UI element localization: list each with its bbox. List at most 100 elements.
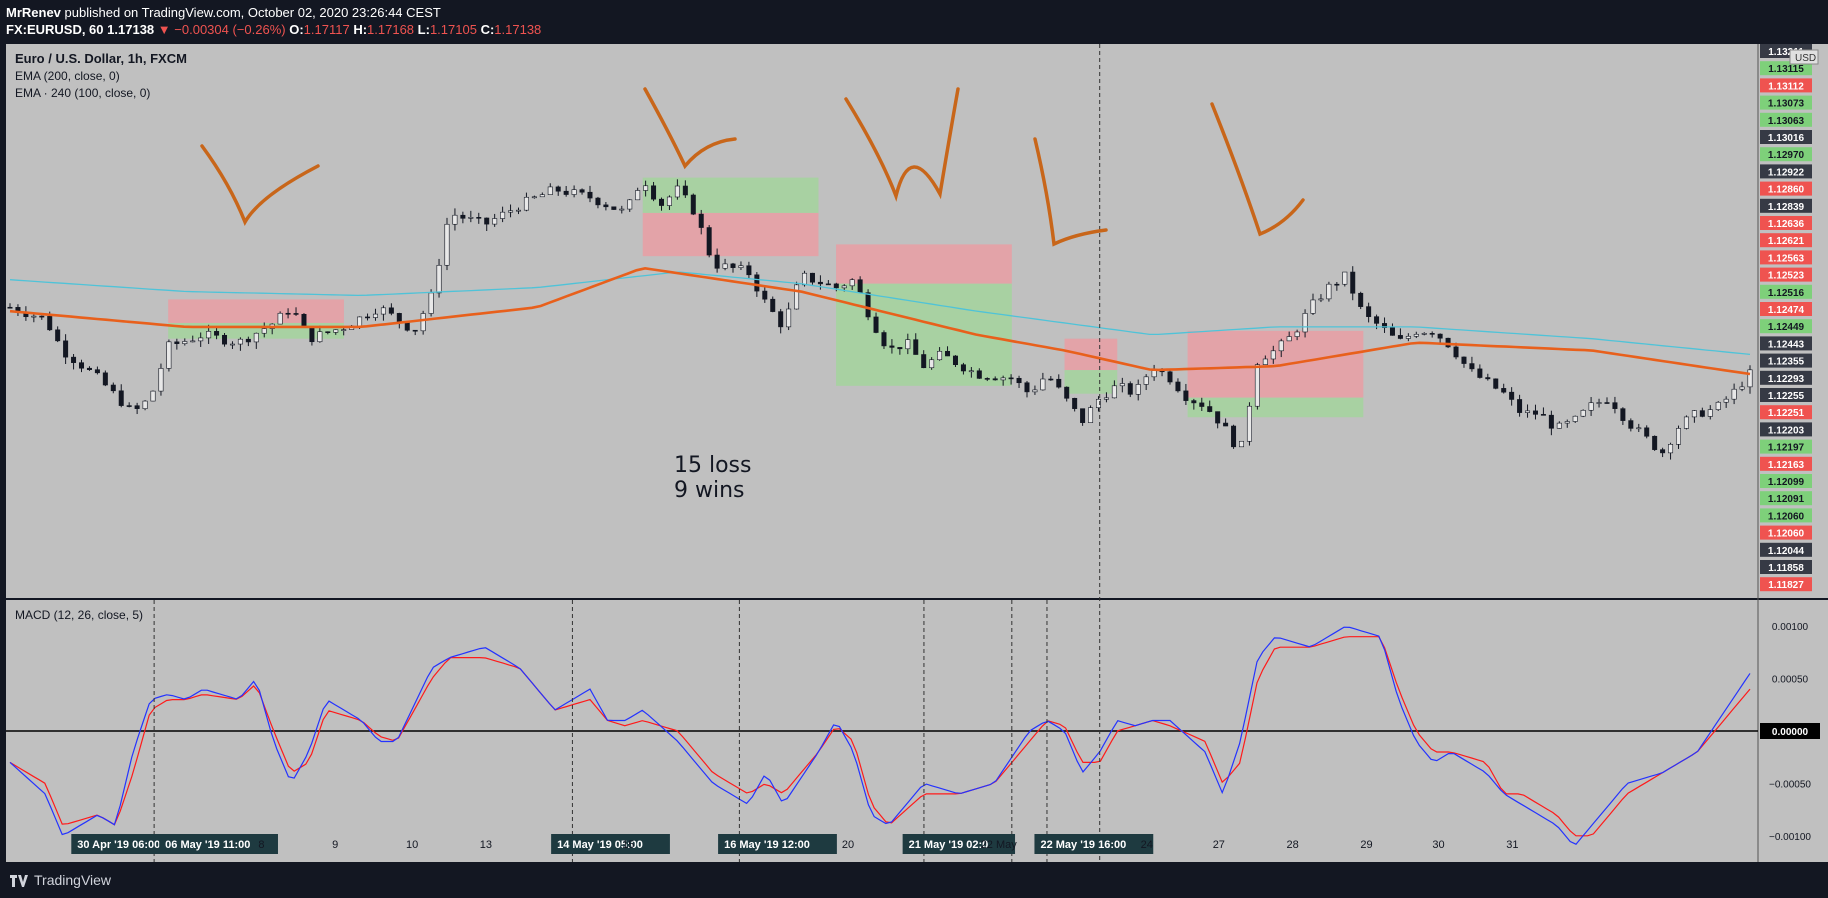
macd-axis-label: −0.00050 <box>1769 779 1811 790</box>
price-axis-badge <box>1760 302 1812 316</box>
candle-body <box>388 307 394 314</box>
quote-line: FX:EURUSD, 60 1.17138 ▼ −0.00304 (−0.26%… <box>6 22 541 37</box>
candle-body <box>158 368 164 392</box>
candle-body <box>531 196 537 199</box>
candle-body <box>1517 399 1523 413</box>
candle-body <box>1270 350 1276 360</box>
price-axis-label: 1.12060 <box>1768 529 1805 540</box>
candle-body <box>1167 371 1173 383</box>
price-axis-label: 1.13211 <box>1768 47 1804 58</box>
candle-body <box>317 331 323 343</box>
x-axis-label: 15 <box>622 839 634 851</box>
candle-body <box>1501 388 1507 393</box>
candle-body <box>690 194 696 215</box>
open-label: O: <box>289 22 304 37</box>
price-axis-badge <box>1760 388 1812 402</box>
candle-body <box>722 263 728 269</box>
candle-body <box>1239 440 1245 448</box>
x-axis-label: 14 May '19 05:00 <box>557 839 643 851</box>
x-axis-time-badge <box>1034 834 1154 854</box>
candle-body <box>1080 408 1086 423</box>
candle-body <box>1620 408 1626 421</box>
candle-body <box>1660 449 1666 454</box>
candle-body <box>476 217 482 219</box>
candle-body <box>1556 422 1562 429</box>
candle-body <box>952 355 958 366</box>
candle-body <box>7 306 13 309</box>
candle-body <box>682 185 688 196</box>
tradingview-brand[interactable]: TradingView <box>10 872 111 888</box>
candle-body <box>706 227 712 256</box>
candle-body <box>849 279 855 287</box>
price-axis-badge <box>1760 542 1812 557</box>
candle-body <box>86 367 92 370</box>
ema-240-line <box>9 266 1751 376</box>
candle-body <box>1437 333 1443 339</box>
candle-body <box>1286 336 1292 342</box>
candle-body <box>1254 364 1260 407</box>
author-name[interactable]: MrRenev <box>6 5 61 20</box>
trade-win-zone <box>1064 370 1118 394</box>
high-value: 1.17168 <box>367 22 415 37</box>
candle-body <box>47 316 53 331</box>
price-axis-label: 1.12163 <box>1768 460 1805 471</box>
candle-body <box>929 359 935 369</box>
candle-body <box>1525 410 1531 413</box>
candle-body <box>802 272 808 286</box>
price-axis-badge <box>1760 491 1812 506</box>
x-axis-time-badge <box>718 834 837 854</box>
candle-body <box>1445 337 1451 348</box>
ema-200-line <box>9 271 1751 356</box>
candle-body <box>1095 398 1101 408</box>
candle-body <box>166 341 172 369</box>
candle-body <box>968 370 974 373</box>
high-label: H: <box>353 22 368 37</box>
macd-axis-label: 0.00100 <box>1772 622 1809 633</box>
candle-body <box>587 191 593 199</box>
candle-body <box>333 329 339 333</box>
x-axis-label: 22 May '19 16:00 <box>1040 839 1126 851</box>
price-axis-badge <box>1760 181 1812 196</box>
price-axis-label: 1.12099 <box>1768 477 1805 488</box>
candle-body <box>1691 410 1697 418</box>
x-axis-label: 21 May '19 02:0 <box>909 839 989 851</box>
x-axis-label: 16 May '19 12:00 <box>724 839 810 851</box>
x-axis-label: 10 <box>406 839 418 851</box>
candle-body <box>110 384 116 392</box>
price-axis-label: 1.13112 <box>1768 81 1804 92</box>
candle-body <box>1191 400 1197 404</box>
candle-body <box>523 196 529 211</box>
candle-body <box>94 369 100 374</box>
candle-body <box>770 298 776 312</box>
x-axis-label: 13 <box>480 839 492 851</box>
candle-body <box>1016 377 1022 384</box>
candle-body <box>603 204 609 208</box>
candle-body <box>1207 406 1213 412</box>
price-axis-badge <box>1760 216 1812 230</box>
price-axis-badge <box>1760 353 1812 368</box>
brand-text: TradingView <box>34 872 112 888</box>
candle-body <box>1636 427 1642 430</box>
x-axis-label: 27 <box>1213 839 1225 851</box>
candle-body <box>412 329 418 332</box>
price-axis-label: 1.12523 <box>1768 271 1805 282</box>
chart-area[interactable]: 30 Apr '19 06:00 06 May '19 11:00 8 9 10 13 14… <box>0 44 1828 862</box>
candle-body <box>71 356 77 363</box>
candle-body <box>945 350 951 357</box>
candle-body <box>619 208 625 211</box>
candle-body <box>913 339 919 355</box>
candle-body <box>1588 402 1594 411</box>
candle-body <box>118 390 124 406</box>
x-axis-label: 9 <box>332 839 338 851</box>
price-axis-label: 1.12044 <box>1768 546 1805 557</box>
candle-body <box>1318 298 1324 301</box>
candle-body <box>595 197 601 206</box>
price-axis-label: 1.12197 <box>1768 443 1805 454</box>
price-axis-badge <box>1760 147 1812 162</box>
candle-body <box>611 206 617 210</box>
x-axis-label: 30 <box>1432 839 1444 851</box>
candle-body <box>1278 340 1284 352</box>
price-axis-label: 1.12839 <box>1768 202 1805 213</box>
footer: TradingView <box>0 862 1828 898</box>
candle-body <box>150 390 156 402</box>
